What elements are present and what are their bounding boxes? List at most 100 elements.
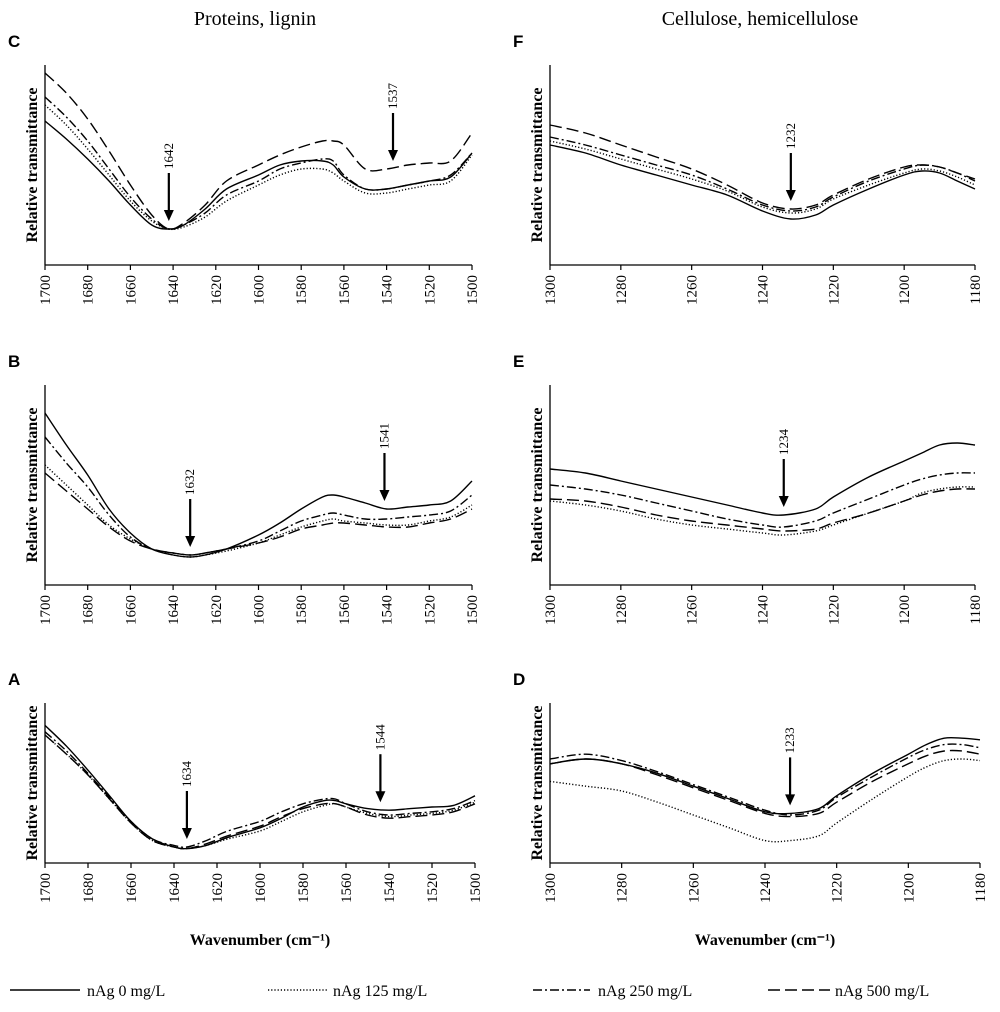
x-tick-label-d: 1300 (543, 873, 559, 903)
panel-letter-d: D (513, 670, 525, 689)
x-tick-label-a: 1500 (468, 873, 484, 903)
x-tick-label-f: 1200 (897, 275, 913, 305)
x-axis-label-a: Wavenumber (cm⁻¹) (190, 932, 330, 949)
x-tick-label-e: 1300 (543, 595, 559, 625)
x-tick-label-b: 1680 (81, 595, 97, 625)
x-tick-label-a: 1580 (296, 873, 312, 903)
legend-label-3: nAg 500 mg/L (835, 983, 929, 1000)
annotation-arrowhead-c-1 (388, 150, 399, 161)
series-line-b-2 (44, 436, 473, 556)
x-tick-label-a: 1520 (425, 873, 441, 903)
annotation-label-c-0: 1642 (161, 143, 176, 169)
y-axis-label-e: Relative transmittance (529, 407, 546, 562)
series-line-f-3 (549, 124, 976, 210)
x-axis-label-d: Wavenumber (cm⁻¹) (695, 932, 835, 949)
series-line-b-3 (44, 472, 473, 556)
x-tick-label-b: 1660 (123, 595, 139, 625)
panel-letter-a: A (8, 670, 20, 689)
x-tick-label-d: 1200 (901, 873, 917, 903)
panel-letter-b: B (8, 352, 20, 371)
x-tick-label-b: 1580 (294, 595, 310, 625)
panel-a: 1700 1680 1660 1640 1620 1600 1580 1560 1540 1520… (8, 670, 484, 949)
y-axis-label-f: Relative transmittance (529, 87, 546, 242)
x-tick-label-b: 1500 (465, 595, 481, 625)
x-tick-label-c: 1560 (337, 275, 353, 305)
series-line-a-1 (44, 734, 476, 850)
annotation-label-a-0: 1634 (179, 761, 194, 788)
x-tick-label-a: 1620 (210, 873, 226, 903)
x-tick-label-b: 1640 (166, 595, 182, 625)
annotation-arrowhead-d-0 (785, 794, 796, 806)
series-line-d-0 (549, 736, 981, 815)
series-line-d-2 (549, 743, 981, 816)
x-tick-label-c: 1620 (209, 275, 225, 305)
y-axis-label-a: Relative transmittance (24, 705, 41, 860)
series-line-e-2 (549, 472, 976, 528)
series-line-a-3 (44, 734, 476, 850)
x-tick-label-c: 1600 (252, 275, 268, 305)
x-tick-label-c: 1680 (81, 275, 97, 305)
x-tick-label-b: 1600 (252, 595, 268, 625)
annotation-arrowhead-f-0 (785, 190, 796, 201)
x-tick-label-e: 1240 (756, 595, 772, 625)
annotation-arrowhead-c-0 (163, 210, 174, 221)
x-tick-label-a: 1540 (382, 873, 398, 903)
series-line-c-2 (44, 96, 473, 230)
series-line-e-0 (549, 442, 976, 516)
series-line-f-1 (549, 140, 976, 214)
series-line-c-1 (44, 104, 473, 231)
x-tick-label-e: 1200 (897, 595, 913, 625)
annotation-arrowhead-b-0 (185, 536, 196, 547)
x-tick-label-c: 1700 (38, 275, 54, 305)
annotation-label-f-0: 1232 (783, 123, 798, 149)
x-tick-label-b: 1560 (337, 595, 353, 625)
x-tick-label-f: 1240 (756, 275, 772, 305)
x-tick-label-e: 1280 (614, 595, 630, 625)
x-tick-label-a: 1700 (38, 873, 54, 903)
panel-e: 1300 1280 1260 1240 1220 1200 1180 E Relative tr… (513, 352, 984, 625)
x-tick-label-a: 1660 (124, 873, 140, 903)
series-line-d-3 (549, 749, 981, 818)
series-line-e-1 (549, 486, 976, 536)
annotation-label-a-1: 1544 (372, 724, 387, 751)
x-tick-label-e: 1220 (826, 595, 842, 625)
series-line-b-0 (44, 412, 473, 558)
annotation-label-b-1: 1541 (376, 423, 391, 449)
x-tick-label-d: 1280 (615, 873, 631, 903)
panel-f: 1300 1280 1260 1240 1220 1200 1180 F Relative tr… (513, 32, 984, 305)
panel-letter-c: C (8, 32, 20, 51)
series-line-f-2 (549, 136, 976, 212)
x-tick-label-d: 1260 (686, 873, 702, 903)
annotation-arrowhead-b-1 (379, 490, 390, 501)
x-tick-label-c: 1540 (380, 275, 396, 305)
series-line-d-1 (549, 758, 981, 843)
x-tick-label-f: 1220 (826, 275, 842, 305)
column-title-right: Cellulose, hemicellulose (662, 8, 859, 30)
x-tick-label-d: 1240 (758, 873, 774, 903)
x-tick-label-d: 1180 (973, 873, 989, 902)
series-line-c-0 (44, 120, 473, 230)
series-line-e-3 (549, 488, 976, 532)
legend-label-2: nAg 250 mg/L (598, 983, 692, 1000)
x-tick-label-c: 1520 (422, 275, 438, 305)
panel-letter-f: F (513, 32, 523, 51)
panel-b: 1700 1680 1660 1640 1620 1600 1580 1560 1540 1520… (8, 352, 481, 625)
series-line-a-2 (44, 731, 476, 848)
legend-label-1: nAg 125 mg/L (333, 983, 427, 1000)
x-tick-label-c: 1660 (123, 275, 139, 305)
x-tick-label-b: 1700 (38, 595, 54, 625)
annotation-label-e-0: 1234 (776, 429, 791, 456)
x-tick-label-c: 1500 (465, 275, 481, 305)
y-axis-label-b: Relative transmittance (24, 407, 41, 562)
annotation-label-c-1: 1537 (385, 83, 400, 110)
x-tick-label-d: 1220 (830, 873, 846, 903)
legend: nAg 0 mg/L nAg 125 mg/L nAg 250 mg/L nAg… (10, 983, 929, 1000)
panel-letter-e: E (513, 352, 524, 371)
x-tick-label-b: 1540 (380, 595, 396, 625)
x-tick-label-a: 1560 (339, 873, 355, 903)
x-tick-label-a: 1680 (81, 873, 97, 903)
x-tick-label-e: 1260 (685, 595, 701, 625)
y-axis-label-c: Relative transmittance (24, 87, 41, 242)
